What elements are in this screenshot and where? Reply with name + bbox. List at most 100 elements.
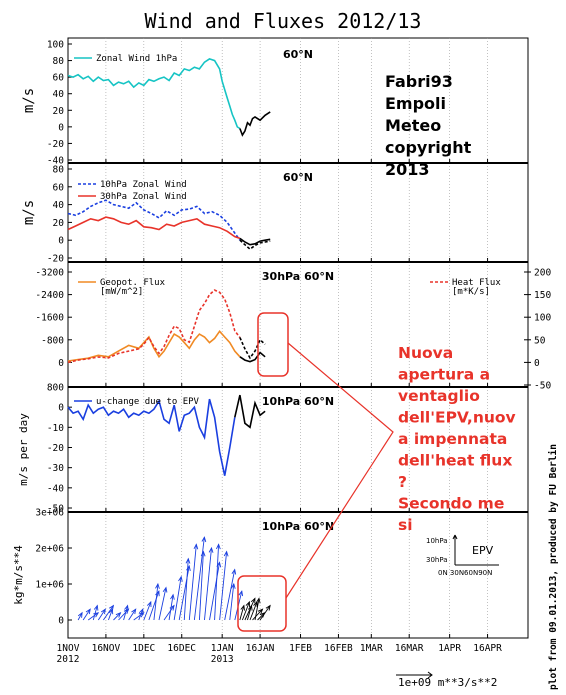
y-tick-label: 0 xyxy=(58,616,64,627)
epv-arrow xyxy=(257,612,265,621)
y-axis-label: m/s xyxy=(21,88,37,113)
y-tick-label: 80 xyxy=(53,56,65,67)
epv-arrow xyxy=(259,605,271,621)
inset-arrowhead xyxy=(454,534,458,540)
epv-arrow xyxy=(118,608,129,621)
y-axis-label: m/s per day xyxy=(17,413,30,486)
x-tick-label: 1NOV xyxy=(57,643,80,654)
x-tick-label: 16MAR xyxy=(395,643,424,654)
epv-arrowhead xyxy=(178,575,183,582)
epv-arrow xyxy=(158,587,167,621)
series-line-0 xyxy=(67,398,236,476)
epv-arrow xyxy=(153,583,159,621)
epv-arrowhead xyxy=(170,593,175,600)
legend-label: 10hPa Zonal Wind xyxy=(100,180,187,190)
y-tick-label: 100 xyxy=(534,313,551,324)
epv-arrow xyxy=(209,562,220,621)
y-axis-label: kg*m/s**4 xyxy=(12,545,25,605)
inset-label: EPV xyxy=(472,544,494,557)
epv-arrowhead xyxy=(193,543,199,550)
y-tick-label: 0 xyxy=(58,403,64,414)
legend-label: Zonal Wind 1hPa xyxy=(96,54,177,64)
x-tick-label: 1MAR xyxy=(360,643,383,654)
epv-arrowhead xyxy=(131,608,137,615)
epv-arrowhead xyxy=(123,608,130,615)
x-tick-label: 16NOV xyxy=(92,643,121,654)
y-tick-label: 0 xyxy=(58,358,64,369)
highlight-box-heat xyxy=(257,312,289,377)
y-tick-label: 1e+06 xyxy=(35,580,64,591)
y-tick-label: -2400 xyxy=(35,290,64,301)
epv-arrowhead xyxy=(185,557,191,564)
epv-arrow xyxy=(247,605,252,621)
x-tick-label: 16FEB xyxy=(324,643,353,654)
watermark-line: 2013 xyxy=(385,160,430,179)
watermark-line: Empoli xyxy=(385,94,446,113)
epv-arrow xyxy=(254,598,260,621)
credit-text: plot from 09.01.2013, produced by FU Ber… xyxy=(548,444,559,690)
annotation-text: Nuova xyxy=(398,344,453,362)
epv-arrowhead xyxy=(215,543,221,550)
epv-arrowhead xyxy=(201,536,207,543)
inset-tick-label: 10hPa xyxy=(426,537,448,545)
highlight-box-epv xyxy=(237,575,287,632)
legend-unit: [mW/m^2] xyxy=(100,287,143,297)
y-tick-label: -1600 xyxy=(35,313,64,324)
y-tick-label: -50 xyxy=(47,504,64,515)
inset-tick-label: 0N 30N60N90N xyxy=(438,569,492,577)
epv-arrow xyxy=(214,544,220,621)
epv-arrow xyxy=(82,608,91,621)
epv-arrow xyxy=(123,605,129,621)
epv-arrow xyxy=(168,594,174,621)
epv-arrow xyxy=(133,612,144,621)
epv-arrow xyxy=(97,608,106,621)
epv-arrowhead xyxy=(93,604,99,611)
panel-annotation: 60°N xyxy=(283,171,313,184)
epv-arrowhead xyxy=(238,590,244,597)
epv-arrow xyxy=(128,608,137,621)
series-line-2 xyxy=(239,337,266,360)
annotation-text: ? xyxy=(398,473,407,491)
epv-arrow xyxy=(241,601,250,621)
series-line-1 xyxy=(234,394,266,429)
y-tick-label: -800 xyxy=(41,335,64,346)
epv-arrowhead xyxy=(255,597,261,604)
series-line-0 xyxy=(67,330,241,362)
epv-arrowhead xyxy=(124,604,129,611)
annotation-text: dell'heat flux xyxy=(398,452,512,470)
y-tick-label: 0 xyxy=(58,122,64,133)
epv-arrowhead xyxy=(223,550,229,557)
epv-arrow xyxy=(219,551,228,621)
series-line-0 xyxy=(67,199,241,241)
annotation-text: a impennata xyxy=(398,430,507,448)
x-tick-label: 16JAN xyxy=(246,643,275,654)
y-tick-label: 2e+06 xyxy=(35,544,64,555)
legend-label: 30hPa Zonal Wind xyxy=(100,192,187,202)
epv-arrowhead xyxy=(208,546,214,553)
epv-arrow xyxy=(108,609,113,621)
legend-unit: [m*K/s] xyxy=(452,287,490,297)
epv-arrow xyxy=(244,598,256,621)
panel-annotation: 60°N xyxy=(283,48,313,61)
y-tick-label: 200 xyxy=(534,268,551,279)
epv-arrowhead xyxy=(257,608,264,615)
y-tick-label: -50 xyxy=(534,381,551,392)
y-tick-label: -20 xyxy=(47,254,64,265)
annotation-text: si xyxy=(398,516,413,534)
epv-arrow xyxy=(87,612,99,621)
series-line-3 xyxy=(239,237,271,246)
y-tick-label: 80 xyxy=(53,165,65,176)
scale-arrowhead xyxy=(427,671,433,679)
legend-label: Heat Flux xyxy=(452,278,501,288)
x-tick-label: 1FEB xyxy=(289,643,312,654)
epv-arrow xyxy=(239,605,245,621)
y-tick-label: 60 xyxy=(53,182,65,193)
epv-arrowhead xyxy=(162,586,168,593)
y-tick-label: 20 xyxy=(53,218,65,229)
epv-arrow xyxy=(143,601,152,621)
epv-arrowhead xyxy=(85,608,91,615)
page-title: Wind and Fluxes 2012/13 xyxy=(145,9,422,33)
annotation-text: apertura a xyxy=(398,366,490,384)
epv-arrow xyxy=(92,605,98,621)
epv-arrow xyxy=(224,569,236,621)
